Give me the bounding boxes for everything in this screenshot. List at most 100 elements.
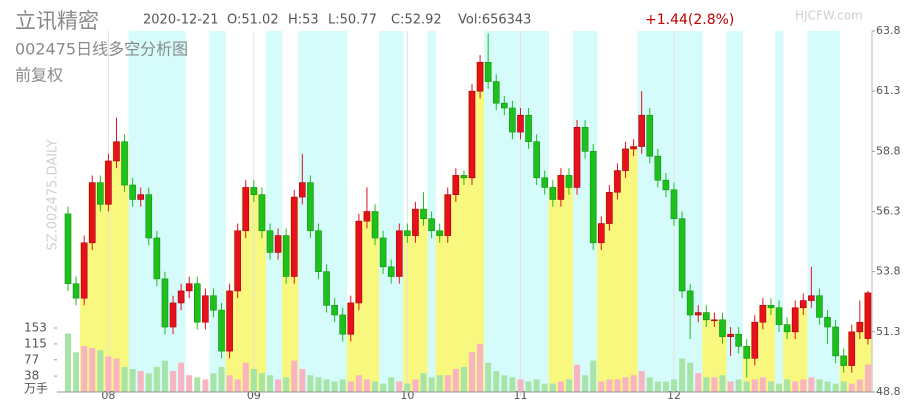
volume-bar [420,373,427,392]
volume-bar [275,379,282,392]
zone [290,197,299,392]
candle-body [791,307,799,333]
candle-body [218,309,225,352]
zone [815,31,824,392]
candle-body [735,333,742,347]
volume-bar [81,345,88,392]
candle-body [711,319,718,322]
candle-body [468,90,476,179]
zone [799,300,808,392]
candle-body [242,187,250,232]
y-tick-label: 61.3 [876,84,901,97]
candle-body [379,237,387,268]
zone [459,175,469,392]
volume-bar [363,379,370,392]
zone [96,182,105,392]
volume-bar [525,381,532,392]
candle-body [412,208,419,236]
candle-body [597,223,605,244]
volume-bar [242,362,249,392]
volume-bar [283,377,290,392]
volume-bar [404,383,411,392]
volume-bar [687,362,694,392]
candle-body [492,81,500,104]
candle-body [517,114,524,133]
x-tick-label: 12 [667,389,681,400]
candle-body [266,230,274,253]
volume-bar [509,377,516,392]
candle-body [395,230,403,277]
candle-body [614,170,621,193]
candle-body [177,290,185,304]
zone [88,182,97,392]
candle-body [169,302,177,328]
zone [775,31,784,392]
zone [160,31,170,392]
volume-bar [727,381,734,392]
zone [322,31,331,392]
header-open: O:51.02 [227,13,279,28]
y2-tick-label: 77 [24,352,39,366]
volume-bar [679,358,686,392]
zone [807,31,816,392]
zone [637,31,647,392]
volume-bar [113,358,120,392]
volume-bar [388,377,395,392]
volume-bar [170,371,177,392]
candle-body [444,194,452,236]
zone [476,62,485,392]
volume-bar [65,333,71,392]
candle-body [573,126,581,188]
candle-body [105,160,112,205]
volume-bar [792,381,799,392]
volume-bar [816,379,823,392]
side-watermark: SZ.002475.DAILY [46,139,61,250]
zone [500,31,509,392]
zone [718,319,727,392]
volume-bar [226,375,233,392]
zone [766,305,776,392]
y2-tick-label: 38 [24,369,39,383]
zone [467,91,477,393]
volume-bar [452,368,459,392]
candle-body [137,194,145,200]
volume-bar [582,375,589,392]
candle-body [501,102,508,109]
volume-bar [396,381,403,392]
candle-body [783,324,791,333]
candle-body [678,218,686,292]
candle-body [694,312,702,316]
volume-bar [145,373,152,392]
zone [330,31,339,392]
volume-bar [178,362,185,392]
zone [217,31,226,392]
volume-bar [501,375,508,392]
zone [411,209,420,392]
candle-body [161,278,169,328]
volume-bar [372,381,379,392]
y2-tick-label: 115 [24,336,47,350]
volume-bar [541,383,548,392]
zone [314,31,323,392]
zone [734,31,743,392]
volume-bar [137,371,144,392]
volume-bar [105,356,112,392]
zone [597,223,606,392]
volume-bar [355,375,362,392]
volume-bar [436,375,443,392]
candle-body [509,107,516,133]
volume-bar [517,379,524,392]
header-change: +1.44(2.8%) [645,12,734,28]
zone [492,31,501,392]
volume-bar [250,368,257,392]
volume-unit: 万手 [24,382,48,396]
candle-body [282,235,290,277]
zone [443,194,453,392]
volume-bar [671,379,677,392]
volume-bar [194,377,201,392]
zone [613,170,622,392]
volume-bar [703,377,710,392]
candle-body [856,321,864,333]
candle-body [525,114,532,143]
candle-body [355,220,363,304]
